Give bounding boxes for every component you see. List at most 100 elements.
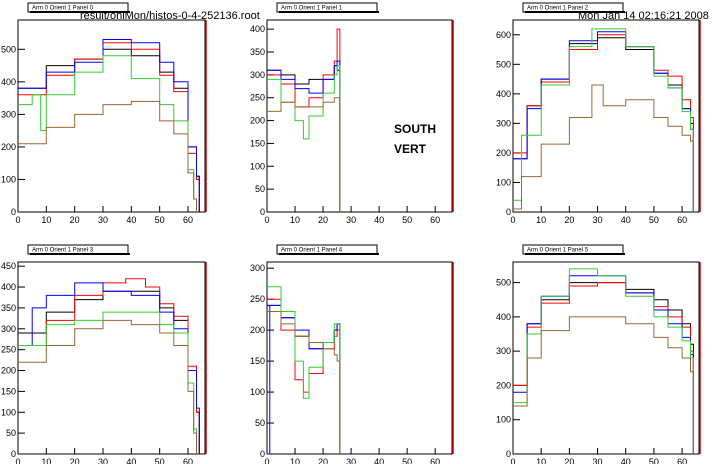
panel-title-shadow bbox=[30, 11, 130, 13]
x-tick-label: 50 bbox=[155, 215, 165, 225]
plot-frame bbox=[17, 261, 206, 455]
x-tick-label: 60 bbox=[430, 215, 440, 225]
y-tick-label: 0 bbox=[11, 207, 16, 217]
panel-title: Arm 0 Orient 1 Panel 1 bbox=[281, 6, 343, 12]
plot-frame bbox=[266, 261, 453, 455]
y-tick-label: 200 bbox=[250, 325, 265, 335]
y-tick-label: 300 bbox=[496, 346, 511, 356]
y-tick-label: 600 bbox=[496, 30, 511, 40]
y-tick-label: 250 bbox=[250, 294, 265, 304]
series-line-4 bbox=[513, 268, 694, 454]
x-tick-label: 60 bbox=[430, 457, 440, 464]
series-line-5 bbox=[267, 97, 341, 212]
x-tick-label: 0 bbox=[510, 457, 515, 464]
x-tick-label: 20 bbox=[564, 215, 574, 225]
x-tick-label: 0 bbox=[15, 457, 20, 464]
datetime: Mon Jan 14 02:16:21 2008 bbox=[578, 10, 709, 22]
y-tick-label: 200 bbox=[496, 148, 511, 158]
x-tick-label: 50 bbox=[649, 215, 659, 225]
x-tick-label: 30 bbox=[98, 215, 108, 225]
x-tick-label: 40 bbox=[621, 215, 631, 225]
y-tick-label: 0 bbox=[260, 207, 265, 217]
series-line-2 bbox=[18, 42, 200, 212]
x-tick-label: 40 bbox=[126, 215, 136, 225]
y-tick-label: 0 bbox=[506, 207, 511, 217]
y-tick-label: 100 bbox=[1, 174, 16, 184]
x-tick-label: 40 bbox=[374, 215, 384, 225]
panel-title: Arm 0 Orient 1 Panel 3 bbox=[32, 248, 94, 254]
panel-title: Arm 0 Orient 1 Panel 0 bbox=[32, 6, 94, 12]
y-tick-label: 50 bbox=[255, 184, 265, 194]
y-tick-label: 0 bbox=[506, 449, 511, 459]
y-tick-label: 100 bbox=[1, 407, 16, 417]
series-line-1 bbox=[513, 282, 694, 454]
x-tick-label: 10 bbox=[536, 215, 546, 225]
series-line-5 bbox=[267, 311, 341, 454]
series-line-3 bbox=[18, 39, 200, 212]
x-tick-label: 20 bbox=[70, 215, 80, 225]
panel-title: Arm 0 Orient 1 Panel 2 bbox=[527, 6, 589, 12]
plot-frame bbox=[266, 19, 453, 213]
series-line-5 bbox=[18, 319, 197, 454]
series-line-4 bbox=[18, 311, 197, 454]
x-tick-label: 10 bbox=[290, 457, 300, 464]
y-tick-label: 250 bbox=[1, 345, 16, 355]
x-tick-label: 10 bbox=[41, 457, 51, 464]
y-tick-label: 500 bbox=[496, 59, 511, 69]
panel-title-shadow bbox=[525, 253, 625, 255]
series-line-3 bbox=[513, 275, 694, 454]
x-tick-label: 40 bbox=[374, 457, 384, 464]
panel-title-shadow bbox=[279, 11, 379, 13]
series-line-5 bbox=[513, 316, 694, 454]
annotation-line2: VERT bbox=[394, 142, 427, 156]
y-tick-label: 200 bbox=[1, 142, 16, 152]
y-tick-label: 150 bbox=[250, 138, 265, 148]
y-tick-label: 350 bbox=[250, 47, 265, 57]
y-tick-label: 500 bbox=[1, 44, 16, 54]
series-line-4 bbox=[513, 28, 694, 212]
x-tick-label: 40 bbox=[621, 457, 631, 464]
x-tick-label: 50 bbox=[402, 457, 412, 464]
y-tick-label: 250 bbox=[250, 93, 265, 103]
annotation-line1: SOUTH bbox=[394, 122, 436, 136]
x-tick-label: 50 bbox=[402, 215, 412, 225]
x-tick-label: 30 bbox=[593, 215, 603, 225]
y-tick-label: 400 bbox=[250, 24, 265, 34]
x-tick-label: 60 bbox=[677, 215, 687, 225]
x-tick-label: 0 bbox=[264, 215, 269, 225]
series-line-4 bbox=[267, 65, 341, 212]
panel-title-shadow bbox=[525, 11, 625, 13]
y-tick-label: 400 bbox=[1, 77, 16, 87]
plot-frame bbox=[512, 261, 700, 455]
y-tick-label: 100 bbox=[250, 387, 265, 397]
y-tick-label: 150 bbox=[250, 356, 265, 366]
y-tick-label: 200 bbox=[496, 380, 511, 390]
series-line-5 bbox=[513, 84, 694, 212]
plot-frame bbox=[17, 19, 206, 213]
panel-title-shadow bbox=[30, 253, 130, 255]
x-tick-label: 50 bbox=[155, 457, 165, 464]
file-path: result/onlMon/histos-0-4-252136.root bbox=[80, 10, 260, 22]
x-tick-label: 30 bbox=[346, 215, 356, 225]
x-tick-label: 20 bbox=[318, 457, 328, 464]
y-tick-label: 400 bbox=[496, 312, 511, 322]
series-line-3 bbox=[513, 31, 694, 212]
plot-frame bbox=[512, 19, 700, 213]
y-tick-label: 50 bbox=[6, 428, 16, 438]
panel-title: Arm 0 Orient 1 Panel 4 bbox=[281, 248, 343, 254]
series-line-2 bbox=[18, 278, 200, 454]
panel-title: Arm 0 Orient 1 Panel 5 bbox=[527, 248, 589, 254]
x-tick-label: 0 bbox=[15, 215, 20, 225]
x-tick-label: 60 bbox=[677, 457, 687, 464]
y-tick-label: 150 bbox=[1, 386, 16, 396]
y-tick-label: 0 bbox=[260, 449, 265, 459]
y-tick-label: 300 bbox=[496, 118, 511, 128]
series-line-5 bbox=[18, 100, 197, 212]
series-line-4 bbox=[18, 55, 197, 212]
x-tick-label: 20 bbox=[70, 457, 80, 464]
x-tick-label: 0 bbox=[510, 215, 515, 225]
y-tick-label: 0 bbox=[11, 449, 16, 459]
x-tick-label: 10 bbox=[290, 215, 300, 225]
x-tick-label: 10 bbox=[536, 457, 546, 464]
